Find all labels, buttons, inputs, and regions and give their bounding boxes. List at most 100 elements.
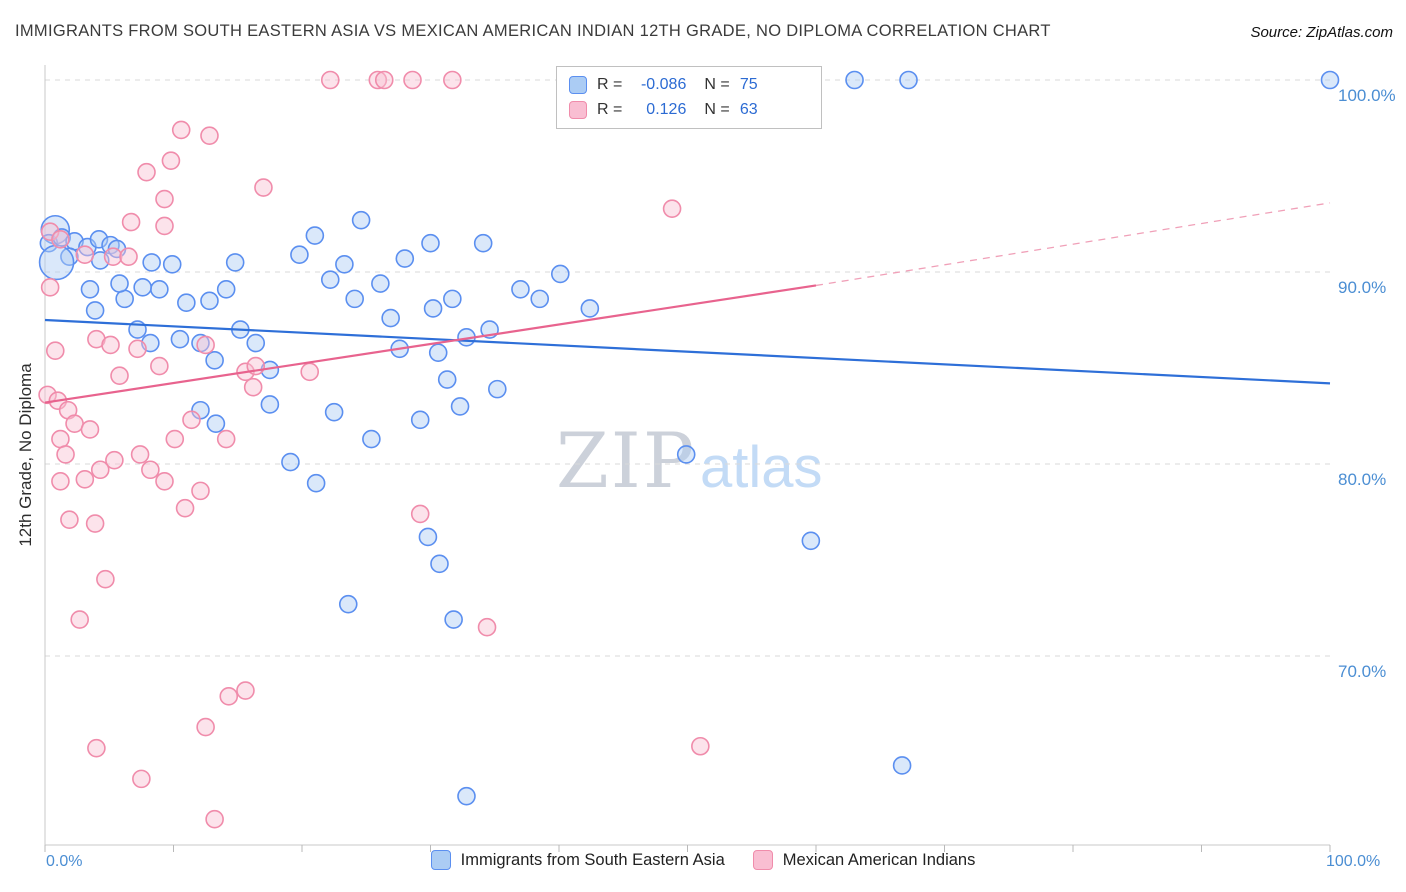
r-value: -0.086 [640,76,687,93]
pink-series-swatch [752,850,773,870]
point-blue [38,244,75,281]
point-blue [488,379,507,399]
point-pink [216,429,236,449]
point-pink [110,366,129,385]
point-blue [899,70,918,90]
point-blue [115,289,134,309]
y-axis-label: 12th Grade, No Diploma [16,363,35,547]
point-pink [150,356,169,376]
point-pink [101,335,120,355]
point-blue [351,210,371,230]
point-blue [428,343,448,362]
trend-line-blue [44,318,1331,385]
point-blue [335,255,354,274]
point-pink [65,414,84,433]
n-label: N = [704,101,730,118]
source-link[interactable]: Source: ZipAtlas.com [1250,24,1393,41]
legend-row-pink: R = 0.126 N = 63 [569,101,809,119]
point-blue [290,245,309,265]
point-blue [89,230,109,249]
point-pink [85,514,105,533]
watermark-atlas: atlas [699,435,823,500]
point-pink [51,471,70,491]
trend-line-pink [44,284,817,404]
point-pink [691,736,710,756]
point-blue [246,333,266,353]
blue-series-swatch [569,76,587,94]
n-value: 75 [739,76,758,93]
point-blue [676,445,696,464]
point-pink [155,471,174,491]
point-pink [175,498,195,518]
point-pink [443,70,462,90]
y-tick-70: 70.0% [1338,662,1387,681]
r-label: R = [597,76,623,93]
point-blue [450,397,470,416]
point-pink [200,126,219,145]
trend-line-pink-dashed [815,202,1331,287]
point-blue [418,527,438,547]
page-title: IMMIGRANTS FROM SOUTH EASTERN ASIA VS ME… [15,22,1051,40]
point-blue [430,554,449,574]
point-pink [51,429,70,449]
point-blue [216,279,236,299]
point-pink [137,162,156,182]
n-value: 63 [739,101,758,118]
y-tick-100: 100.0% [1338,86,1396,105]
legend-item-pink: Mexican American Indians [752,850,976,870]
point-pink [196,717,215,737]
point-pink [38,385,57,405]
point-pink [243,377,263,397]
point-blue [443,289,462,309]
point-pink [320,70,340,90]
point-pink [87,738,106,758]
point-blue [511,279,530,299]
point-blue [85,301,105,320]
point-pink [141,460,160,480]
point-blue [150,279,169,299]
point-blue [162,255,182,274]
point-pink [70,610,89,629]
point-pink [130,445,150,464]
point-blue [530,289,550,309]
point-blue [371,274,390,293]
point-pink [40,278,60,297]
point-blue [133,278,152,297]
point-pink [182,410,201,430]
point-pink [105,450,124,470]
point-pink [60,510,79,529]
x-tick-0: 0.0% [46,853,83,870]
point-blue [1320,70,1340,90]
point-blue [410,410,430,430]
point-pink [374,70,394,90]
point-blue [305,226,325,245]
point-blue [324,402,344,422]
point-blue [142,253,161,272]
y-tick-90: 90.0% [1338,278,1387,297]
point-blue [421,233,440,253]
point-blue [845,70,864,90]
point-blue [281,452,300,472]
point-blue [338,594,358,614]
point-blue [381,308,400,328]
point-blue [110,274,129,293]
point-pink [56,445,75,464]
point-pink [103,247,123,266]
point-blue [200,291,219,311]
point-pink [219,687,239,706]
point-pink [161,151,181,170]
point-blue [320,270,340,289]
point-blue [205,351,224,370]
point-pink [155,189,174,209]
point-pink [75,470,95,489]
point-pink [132,769,151,789]
point-blue [437,370,457,389]
legend-item-label: Mexican American Indians [782,850,976,869]
point-pink [90,460,110,480]
point-blue [473,233,493,253]
x-tick-100: 100.0% [1326,853,1381,870]
point-pink [477,617,497,637]
point-pink [51,230,70,249]
point-pink [236,681,255,700]
